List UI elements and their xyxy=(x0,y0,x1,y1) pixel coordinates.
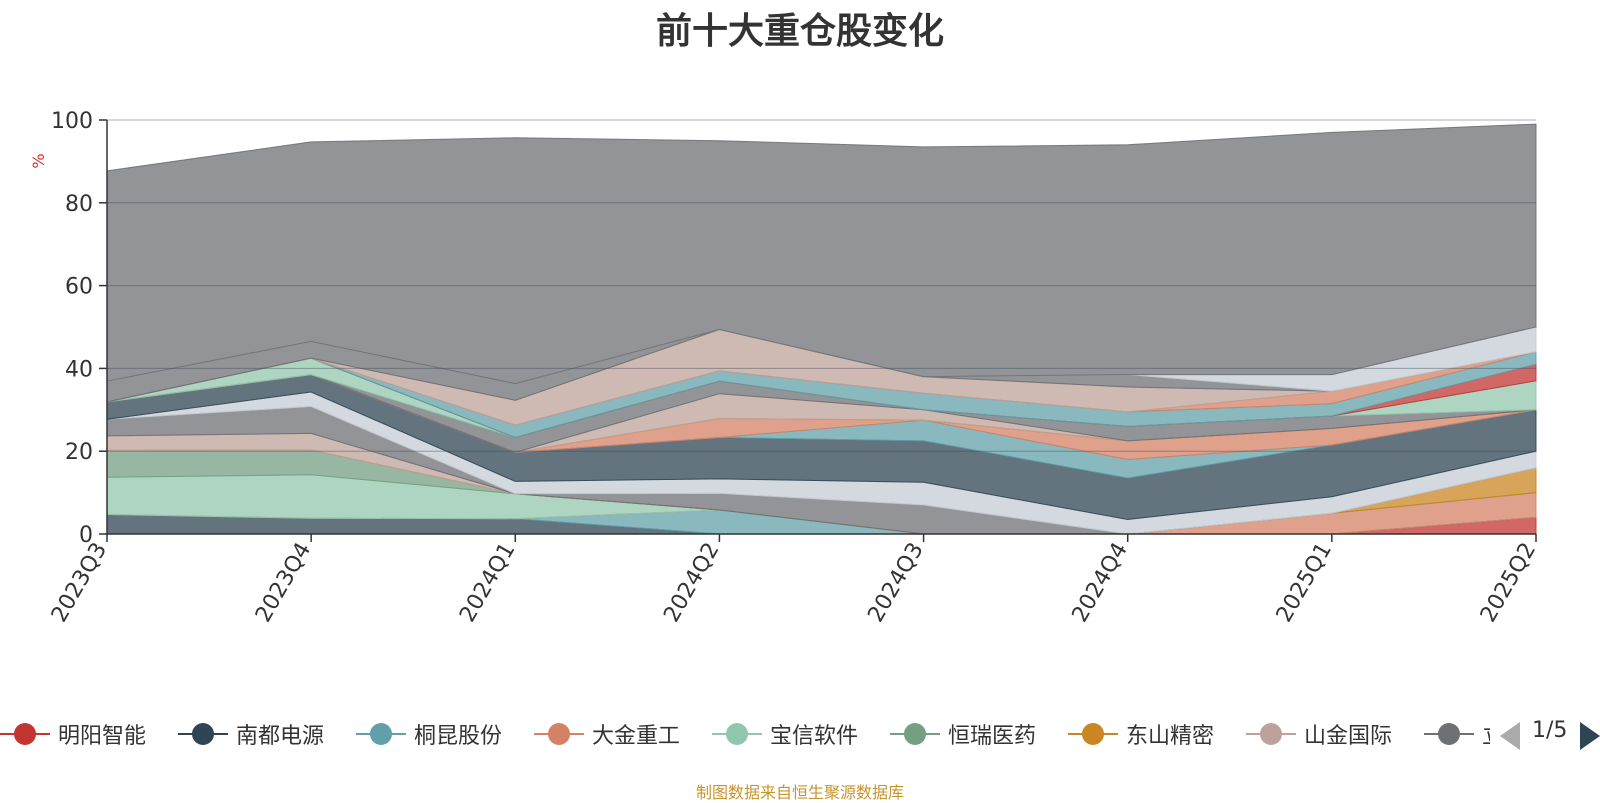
x-tick-label: 2025Q2 xyxy=(1476,539,1541,627)
legend-symbol xyxy=(0,723,50,745)
area-series-group xyxy=(106,123,1537,535)
legend-item-3[interactable]: 桐昆股份 xyxy=(356,716,502,752)
legend-item-7[interactable]: 东山精密 xyxy=(1068,716,1214,752)
legend-item-2[interactable]: 南都电源 xyxy=(178,716,324,752)
y-tick-label: 60 xyxy=(65,275,93,300)
legend-symbol xyxy=(356,723,406,745)
x-tick-label: 2024Q2 xyxy=(659,539,724,627)
y-tick-label: 100 xyxy=(51,109,93,134)
legend-item-1[interactable]: 明阳智能 xyxy=(0,716,146,752)
y-axis-label: % xyxy=(29,153,48,168)
legend-symbol xyxy=(1246,723,1296,745)
legend-symbol xyxy=(712,723,762,745)
legend-symbol xyxy=(1424,723,1474,745)
legend-item-5[interactable]: 宝信软件 xyxy=(712,716,858,752)
legend-label: 大金重工 xyxy=(592,724,681,749)
x-tick-label: 2023Q4 xyxy=(251,539,316,627)
area-series-24 xyxy=(106,123,1537,385)
y-tick-label: 0 xyxy=(79,523,93,548)
legend-label: 山金国际 xyxy=(1304,724,1393,749)
x-tick-label: 2024Q1 xyxy=(455,539,520,627)
legend-label: 南都电源 xyxy=(236,724,325,749)
legend-item-8[interactable]: 山金国际 xyxy=(1246,716,1392,752)
legend-symbol xyxy=(890,723,940,745)
legend-label: 宝信软件 xyxy=(770,724,859,749)
data-source-footer: 制图数据来自恒生聚源数据库 xyxy=(695,783,904,802)
chart-title: 前十大重仓股变化 xyxy=(655,11,944,52)
x-tick-label: 2023Q3 xyxy=(47,539,112,627)
y-tick-label: 80 xyxy=(65,192,93,217)
legend-item-6[interactable]: 恒瑞医药 xyxy=(890,716,1036,752)
legend-symbol xyxy=(534,723,584,745)
legend-item-9[interactable]: 立讯精密 xyxy=(1424,716,1490,752)
y-tick-label: 20 xyxy=(65,440,93,465)
legend: 明阳智能 南都电源 桐昆股份 大金重工 宝信软件 恒瑞医药 东山精密 山金国际 立讯精密 xyxy=(0,716,1490,752)
grid-lines xyxy=(107,119,1536,452)
x-tick-label: 2024Q4 xyxy=(1068,539,1133,627)
pager-prev-button[interactable] xyxy=(1500,722,1520,750)
legend-label: 恒瑞医药 xyxy=(948,724,1037,749)
legend-label: 明阳智能 xyxy=(58,724,147,749)
legend-symbol xyxy=(178,723,228,745)
legend-symbol xyxy=(1068,723,1118,745)
x-tick-label: 2024Q3 xyxy=(863,539,928,627)
legend-label: 立讯精密 xyxy=(1482,718,1490,750)
legend-label: 东山精密 xyxy=(1126,724,1215,749)
y-tick-label: 40 xyxy=(65,357,93,382)
x-tick-label: 2025Q1 xyxy=(1272,539,1337,627)
legend-item-4[interactable]: 大金重工 xyxy=(534,716,680,752)
stacked-area-chart: 0 20 40 60 80 100% 2023Q3 2023Q4 2024Q1 2024Q2 202… xyxy=(29,109,1541,627)
legend-label: 桐昆股份 xyxy=(414,724,503,749)
pager-text: 1/5 xyxy=(1532,718,1568,743)
pager-next-button[interactable] xyxy=(1580,722,1600,750)
legend-pager: 1/5 xyxy=(1500,718,1600,752)
